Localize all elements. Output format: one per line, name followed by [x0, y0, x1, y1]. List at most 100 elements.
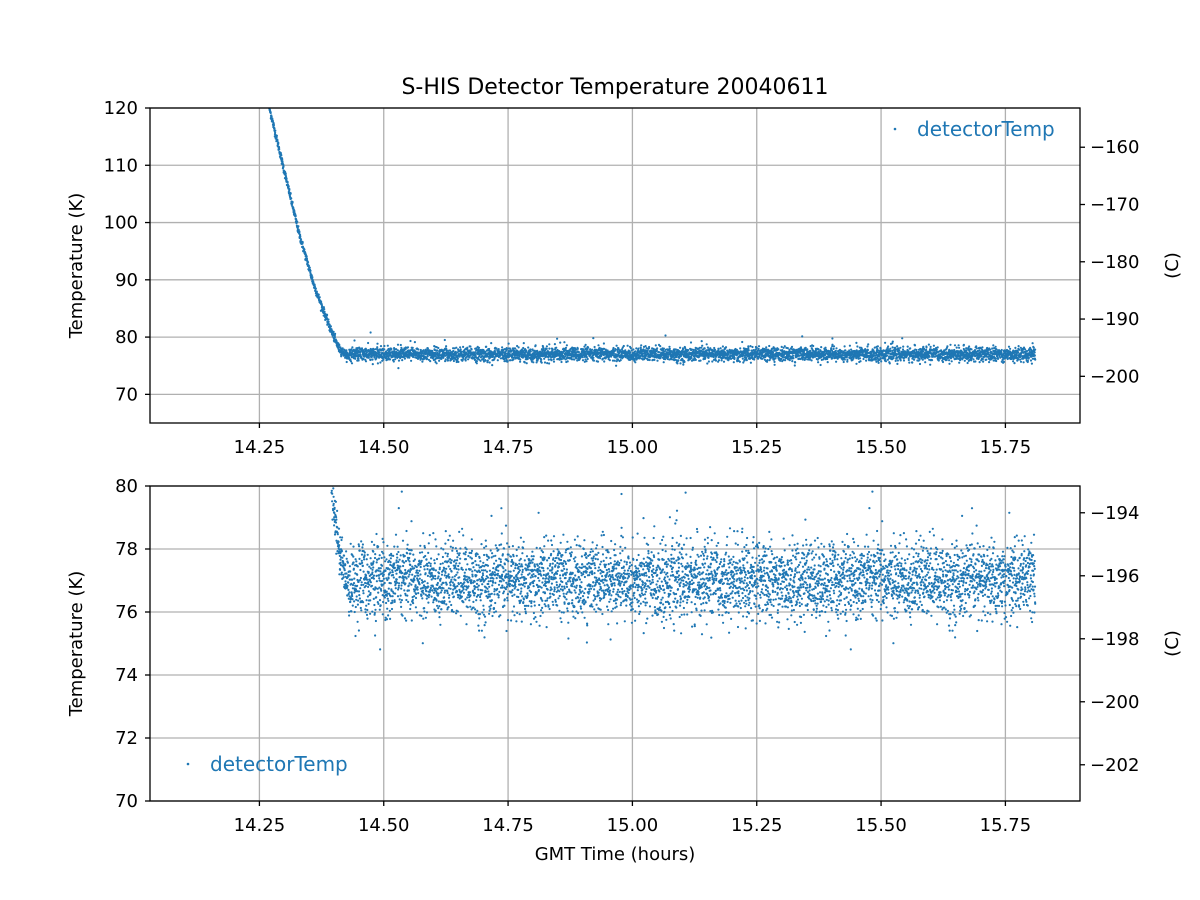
- data-point: [526, 357, 529, 361]
- data-point: [484, 359, 487, 362]
- data-point: [408, 356, 411, 359]
- data-point: [613, 359, 616, 362]
- data-point: [271, 117, 274, 120]
- data-point: [941, 360, 945, 364]
- data-point: [532, 361, 535, 364]
- data-point: [634, 361, 637, 364]
- data-point: [397, 359, 401, 362]
- data-point: [475, 362, 478, 365]
- data-point: [286, 183, 289, 186]
- data-point: [704, 356, 707, 359]
- data-point: [299, 238, 303, 241]
- data-point: [765, 346, 768, 349]
- data-point: [477, 356, 480, 360]
- data-point: [357, 359, 360, 362]
- data-point: [281, 160, 284, 163]
- data-point: [351, 346, 354, 349]
- data-point: [958, 346, 961, 349]
- data-point: [747, 349, 750, 352]
- data-point: [272, 124, 275, 127]
- data-point: [681, 347, 685, 350]
- data-point: [732, 361, 735, 364]
- data-point: [426, 355, 429, 358]
- data-point: [360, 347, 364, 350]
- data-point: [801, 358, 804, 361]
- data-point: [431, 349, 434, 353]
- data-point: [913, 344, 917, 347]
- data-point: [467, 358, 470, 361]
- data-point: [722, 360, 726, 363]
- data-point: [313, 283, 316, 286]
- data-point: [305, 257, 308, 260]
- data-point: [329, 325, 332, 328]
- data-point: [877, 361, 880, 364]
- data-point: [338, 344, 341, 347]
- data-point: [376, 342, 379, 345]
- data-point: [509, 359, 512, 362]
- data-point: [780, 357, 783, 361]
- data-point: [470, 348, 473, 351]
- data-point: [491, 364, 494, 367]
- data-point: [462, 345, 465, 348]
- data-point: [403, 357, 406, 360]
- data-point: [855, 341, 858, 344]
- data-point: [519, 360, 522, 363]
- data-point: [315, 290, 318, 293]
- data-point: [975, 347, 978, 350]
- data-point: [556, 337, 559, 340]
- data-point: [353, 339, 356, 342]
- data-point: [514, 347, 517, 350]
- data-point: [281, 158, 284, 161]
- data-point: [357, 349, 360, 352]
- data-point: [884, 360, 888, 363]
- data-point: [629, 347, 633, 350]
- data-point: [612, 346, 615, 350]
- data-point: [879, 357, 882, 360]
- data-point: [323, 310, 326, 313]
- data-point: [632, 348, 635, 351]
- data-point: [473, 351, 477, 354]
- figure-title: S-HIS Detector Temperature 20040611: [401, 75, 828, 100]
- data-point: [974, 360, 977, 363]
- data-point: [927, 343, 931, 346]
- data-point: [602, 342, 606, 345]
- data-point: [963, 359, 966, 362]
- data-point: [409, 339, 412, 343]
- data-point: [757, 345, 761, 348]
- data-point: [540, 358, 543, 361]
- data-point: [817, 348, 820, 351]
- x-axis-label: GMT Time (hours): [535, 844, 696, 865]
- data-point: [311, 278, 314, 281]
- data-point: [843, 345, 846, 348]
- data-point: [948, 362, 951, 365]
- data-point: [334, 332, 337, 335]
- data-point: [369, 358, 372, 362]
- data-point: [444, 358, 447, 361]
- data-point: [455, 346, 458, 349]
- data-point: [297, 228, 300, 231]
- data-point: [700, 340, 703, 343]
- data-point: [768, 344, 771, 348]
- gridlines: [150, 107, 1080, 423]
- data-point: [435, 346, 438, 349]
- data-point: [376, 346, 379, 349]
- data-point: [293, 210, 296, 213]
- data-point: [733, 356, 736, 360]
- data-point: [345, 360, 348, 364]
- data-point: [437, 346, 440, 350]
- data-point: [615, 364, 618, 367]
- data-point: [842, 360, 845, 364]
- data-point: [425, 357, 429, 360]
- data-point: [576, 347, 579, 350]
- data-point: [592, 337, 595, 340]
- data-point: [296, 220, 299, 223]
- data-point: [359, 351, 362, 354]
- data-point: [965, 349, 968, 352]
- data-point: [308, 266, 311, 269]
- data-point: [867, 343, 870, 346]
- data-point: [364, 360, 368, 363]
- data-point: [497, 348, 500, 351]
- data-point: [534, 344, 537, 347]
- data-point: [493, 350, 497, 353]
- data-point: [950, 360, 953, 363]
